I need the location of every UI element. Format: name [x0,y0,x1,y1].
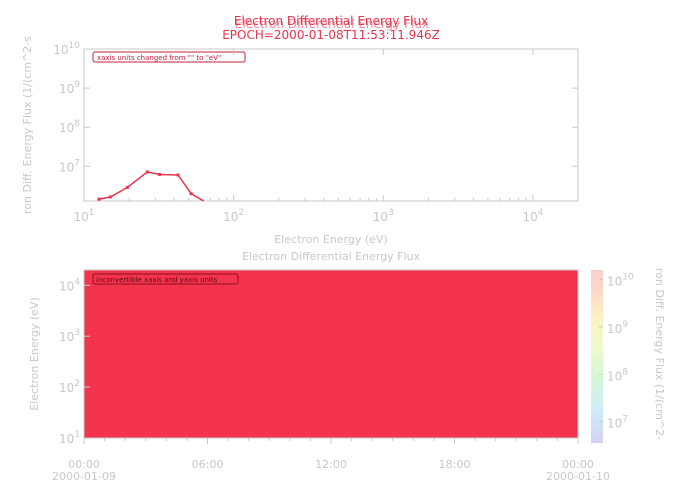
y-tick-label: 107 [59,158,80,174]
x-tick-label: 101 [73,208,94,224]
x-tick-label: 18:00 [439,458,471,471]
top-y-ticks: 107 108 109 1010 [53,41,578,174]
data-point [125,185,129,189]
top-annotation-text: xaxis units changed from "" to "eV" [97,54,221,62]
data-point [158,172,162,176]
x-tick-label: 102 [223,208,244,224]
y-tick-label: 102 [59,379,80,395]
bottom-y-axis-label: Electron Energy (eV) [28,297,41,411]
y-tick-label: 108 [59,119,80,135]
x-tick-label: 00:00 [68,458,100,471]
y-tick-label: 109 [59,80,80,96]
data-point [189,192,193,196]
top-plot-frame [83,48,579,202]
top-series-line [97,170,204,202]
y-tick-label: 101 [59,430,80,446]
colorbar-tick-label: 108 [607,367,628,383]
bottom-y-ticks: 101 102 103 104 [59,277,90,446]
y-tick-label: 103 [59,328,80,344]
bottom-annotation-text: inconvertible xaxis and yaxis units [96,276,218,284]
top-epoch-label: EPOCH=2000-01-08T11:53:11.946Z [222,28,440,42]
x-tick-date-label: 2000-01-09 [52,470,116,483]
x-tick-label: 104 [522,208,543,224]
colorbar [591,270,603,443]
data-point [108,195,112,199]
x-tick-label: 12:00 [315,458,347,471]
bottom-annotation-box: inconvertible xaxis and yaxis units [92,273,239,285]
colorbar-label: ron Diff. Energy Flux (1/(cm^2- [653,268,666,440]
top-title-line-2: Electron Differential Energy Flux [235,17,429,31]
colorbar-tick-label: 107 [607,415,628,431]
top-y-axis-label: ron Diff. Energy Flux (1/(cm^2-s [21,36,34,214]
top-title-line-1: Electron Differential Energy Flux [234,14,428,28]
colorbar-tick-label: 109 [607,320,628,336]
data-point [176,173,180,177]
top-x-ticks: 101 102 103 104 [73,49,579,224]
top-panel: Electron Differential Energy Flux Electr… [21,14,579,246]
x-tick-label: 103 [373,208,394,224]
heatmap-fill [84,270,578,438]
top-x-axis-label: Electron Energy (eV) [274,233,388,246]
top-annotation-box: xaxis units changed from "" to "eV" [92,51,246,63]
bottom-title: Electron Differential Energy Flux [242,250,421,263]
bottom-panel: Electron Differential Energy Flux inconv… [28,250,666,483]
x-tick-date-label: 2000-01-10 [546,470,610,483]
data-point [145,170,149,174]
colorbar-ticks: 107 108 109 1010 [599,272,634,431]
y-tick-label: 1010 [53,41,80,57]
colorbar-tick-label: 1010 [607,272,634,288]
data-point [97,197,101,201]
x-tick-label: 00:00 [562,458,594,471]
series-line [98,171,204,202]
y-tick-label: 104 [59,277,80,293]
x-tick-label: 06:00 [192,458,224,471]
